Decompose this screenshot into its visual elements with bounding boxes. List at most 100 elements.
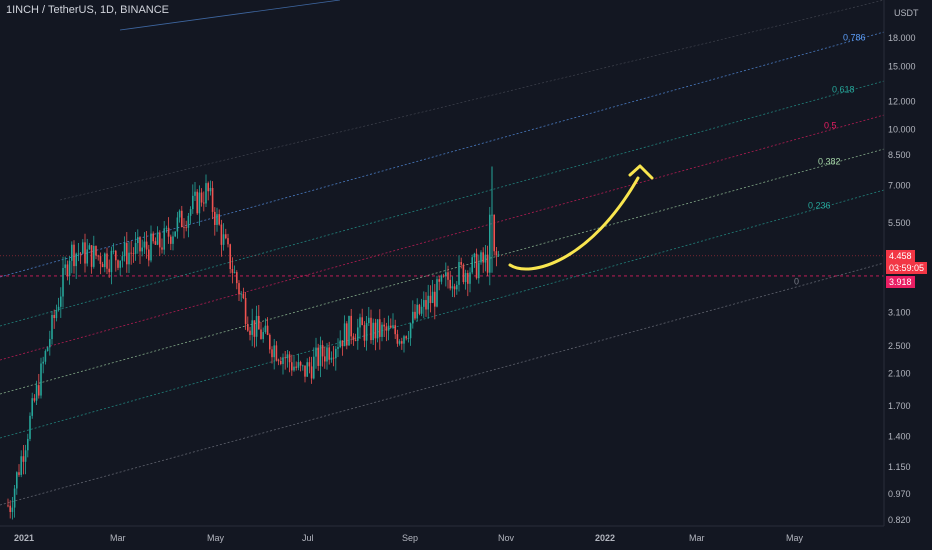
candle-189 — [423, 291, 425, 319]
candle-103 — [233, 265, 236, 274]
candle-79 — [181, 205, 183, 228]
candle-102 — [231, 257, 234, 284]
candle-160 — [359, 313, 361, 339]
candle-209 — [467, 270, 469, 297]
candle-186 — [416, 298, 418, 322]
price-tick-3: 10.000 — [888, 125, 916, 135]
candle-83 — [189, 206, 192, 224]
price-tick-9: 3.100 — [888, 307, 911, 317]
price-tick-4: 8.500 — [888, 150, 911, 160]
candle-66 — [152, 231, 154, 244]
candle-97 — [220, 219, 223, 257]
candle-70 — [161, 238, 163, 254]
candle-16 — [42, 356, 44, 374]
candle-51 — [119, 260, 121, 276]
candle-8 — [24, 444, 27, 475]
candle-40 — [95, 245, 97, 260]
candle-65 — [150, 225, 152, 263]
fib-line-extra — [119, 0, 341, 31]
candle-215 — [480, 250, 482, 265]
candle-170 — [381, 322, 383, 342]
candle-41 — [97, 254, 99, 261]
candle-30 — [73, 240, 75, 274]
fib-channel: 0 0.236 0.382 0.5 0.618 0.786 — [0, 0, 885, 506]
candle-122 — [275, 341, 278, 362]
candle-146 — [328, 341, 330, 365]
candle-124 — [280, 356, 282, 366]
arrow-head — [628, 164, 654, 180]
candle-77 — [176, 211, 179, 239]
candle-207 — [462, 263, 465, 285]
candle-121 — [273, 338, 275, 370]
candle-52 — [121, 251, 124, 268]
arrow-shaft — [508, 176, 640, 271]
candle-152 — [341, 340, 344, 356]
candle-95 — [216, 207, 218, 232]
candle-19 — [49, 330, 51, 356]
candle-195 — [436, 275, 438, 308]
candle-78 — [178, 209, 181, 223]
candle-58 — [134, 231, 137, 261]
candle-173 — [387, 315, 390, 341]
candle-1 — [9, 500, 11, 519]
time-axis[interactable]: 2021 Mar May Jul Sep Nov 2022 Mar May — [14, 533, 804, 543]
candle-184 — [412, 300, 414, 329]
candle-161 — [361, 308, 363, 326]
candle-10 — [29, 412, 31, 442]
candle-23 — [57, 297, 60, 312]
candle-57 — [132, 247, 135, 263]
candle-59 — [137, 229, 139, 254]
candle-179 — [401, 337, 403, 350]
candle-90 — [205, 174, 207, 207]
candle-112 — [253, 320, 256, 348]
candle-74 — [170, 234, 172, 251]
candle-25 — [62, 256, 64, 308]
candle-116 — [262, 327, 264, 343]
candle-22 — [55, 304, 58, 322]
price-tick-5: 7.000 — [888, 180, 911, 190]
candle-162 — [363, 321, 366, 348]
time-tick-3: Jul — [302, 533, 314, 543]
candle-100 — [227, 233, 229, 248]
candle-196 — [438, 275, 440, 291]
candle-139 — [313, 347, 315, 380]
candle-181 — [405, 335, 407, 341]
candle-125 — [282, 353, 284, 375]
candle-171 — [383, 317, 385, 337]
candle-151 — [339, 330, 341, 349]
candle-138 — [310, 356, 313, 384]
candle-86 — [196, 189, 198, 215]
candle-87 — [198, 185, 201, 226]
time-tick-7: Mar — [689, 533, 705, 543]
candle-172 — [385, 322, 388, 342]
candle-135 — [304, 365, 306, 383]
candle-27 — [66, 260, 69, 281]
candle-156 — [350, 308, 352, 345]
candle-85 — [194, 182, 196, 202]
candle-60 — [139, 236, 141, 265]
candle-92 — [209, 180, 212, 196]
candle-12 — [33, 394, 36, 403]
candle-37 — [88, 243, 91, 250]
candle-149 — [335, 345, 337, 371]
candle-0 — [7, 498, 9, 508]
fib-label-0: 0 — [794, 277, 799, 287]
candle-36 — [86, 238, 88, 267]
candle-192 — [429, 285, 432, 313]
candle-45 — [106, 247, 108, 274]
fib-line-2 — [0, 148, 885, 395]
candle-110 — [249, 326, 251, 341]
candle-53 — [123, 236, 126, 262]
price-tick-15: 0.970 — [888, 489, 911, 499]
candle-2 — [11, 496, 14, 520]
candle-84 — [192, 184, 194, 214]
candle-28 — [68, 255, 71, 285]
price-axis[interactable]: 18.000 15.000 12.000 10.000 8.500 7.000 5.500 3… — [888, 33, 916, 525]
candle-132 — [297, 353, 300, 371]
candle-194 — [434, 284, 436, 320]
candle-5 — [18, 464, 20, 477]
candle-219 — [489, 206, 491, 286]
candle-213 — [475, 248, 478, 280]
candle-216 — [482, 247, 484, 273]
